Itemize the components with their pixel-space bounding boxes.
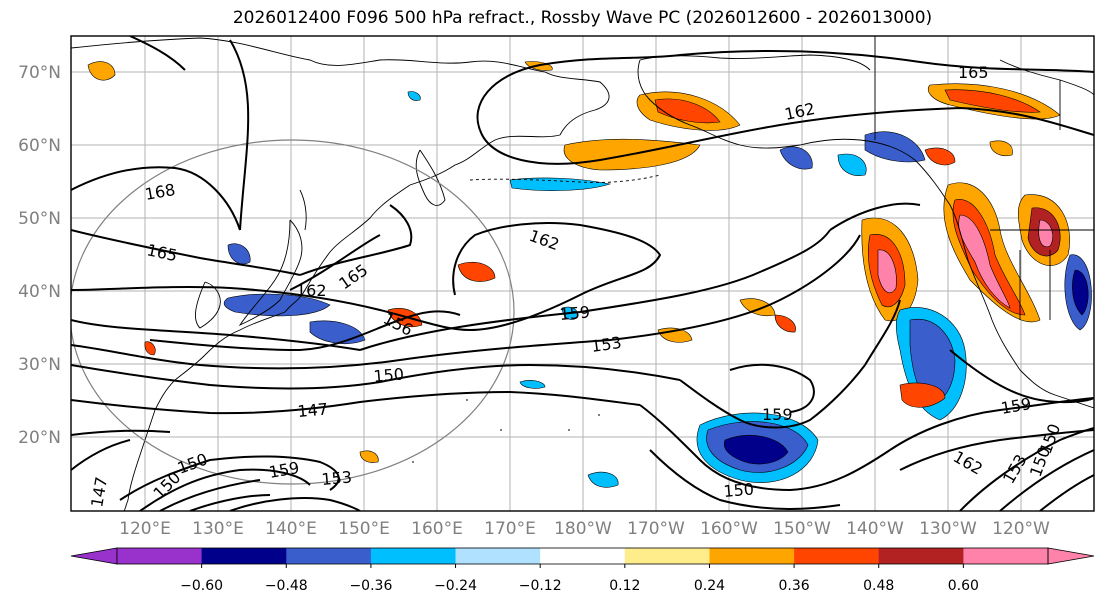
map-frame <box>70 35 1095 512</box>
colorbar-cell <box>201 548 287 564</box>
coastlines <box>71 36 1094 511</box>
colorbar-tick-label: 0.24 <box>694 578 725 594</box>
colorbar-extend-high <box>1047 547 1095 565</box>
latitude-labels: 70°N 60°N 50°N 40°N 30°N 20°N <box>18 63 61 448</box>
colorbar-tick-label: −0.24 <box>434 578 477 594</box>
colorbar-ticks: −0.60 −0.48 −0.36 −0.24 −0.12 0.12 0.24 0.36 0.4… <box>180 564 979 594</box>
lat-label: 50°N <box>18 209 61 229</box>
lon-label: 150°E <box>338 519 390 539</box>
contour-label: 150 <box>373 364 405 386</box>
longitude-labels: 120°E 130°E 140°E 150°E 160°E 170°E 180°… <box>119 519 1050 539</box>
lat-label: 70°N <box>18 63 61 83</box>
lon-label: 120°E <box>119 519 171 539</box>
contour-label: 159 <box>559 302 591 324</box>
colorbar-tick-label: 0.60 <box>948 578 979 594</box>
colorbar-cells <box>117 548 1049 564</box>
colorbar-tick-label: −0.60 <box>180 578 223 594</box>
lon-label: 170°E <box>484 519 536 539</box>
contour-label: 162 <box>296 281 327 300</box>
reference-circle <box>71 139 515 485</box>
colorbar-cell <box>370 548 456 564</box>
lon-label: 150°W <box>773 519 831 539</box>
lon-label: 120°W <box>992 519 1050 539</box>
lon-label: 160°E <box>411 519 463 539</box>
colorbar-outline <box>116 547 1049 565</box>
contour-label: 153 <box>590 333 623 356</box>
lat-label: 60°N <box>18 136 61 156</box>
contour-label: 147 <box>297 399 329 421</box>
colorbar-cell <box>794 548 880 564</box>
colorbar-tick-label: 0.48 <box>863 578 894 594</box>
colorbar-cell <box>624 548 710 564</box>
colorbar-cell <box>286 548 372 564</box>
height-contours <box>71 36 1094 511</box>
lon-label: 140°W <box>846 519 904 539</box>
colorbar-tick-label: −0.36 <box>349 578 392 594</box>
colorbar-cell <box>963 548 1049 564</box>
colorbar-cell <box>540 548 626 564</box>
anomaly-fills <box>87 61 1092 488</box>
lat-label: 20°N <box>18 428 61 448</box>
contour-label: 153 <box>321 467 353 489</box>
contour-label: 165 <box>958 63 989 82</box>
colorbar-cell <box>117 548 203 564</box>
lat-label: 30°N <box>18 355 61 375</box>
contour-label: 150 <box>723 479 755 501</box>
colorbar-cell <box>709 548 795 564</box>
contour-label: 159 <box>762 405 793 424</box>
colorbar-tick-label: −0.12 <box>519 578 562 594</box>
colorbar-tick-label: −0.48 <box>265 578 308 594</box>
colorbar: −0.60 −0.48 −0.36 −0.24 −0.12 0.12 0.24 0.36 0.4… <box>70 547 1095 594</box>
colorbar-tick-label: 0.12 <box>609 578 640 594</box>
lon-label: 140°E <box>265 519 317 539</box>
colorbar-extend-low <box>70 547 118 565</box>
colorbar-cell <box>455 548 541 564</box>
colorbar-cell <box>878 548 964 564</box>
lat-label: 40°N <box>18 282 61 302</box>
colorbar-tick-label: 0.36 <box>779 578 810 594</box>
map-title: 2026012400 F096 500 hPa refract., Rossby… <box>232 8 933 28</box>
lon-label: 130°W <box>919 519 977 539</box>
lon-label: 160°W <box>700 519 758 539</box>
lon-label: 180°W <box>554 519 612 539</box>
lon-label: 130°E <box>192 519 244 539</box>
lon-label: 170°W <box>627 519 685 539</box>
